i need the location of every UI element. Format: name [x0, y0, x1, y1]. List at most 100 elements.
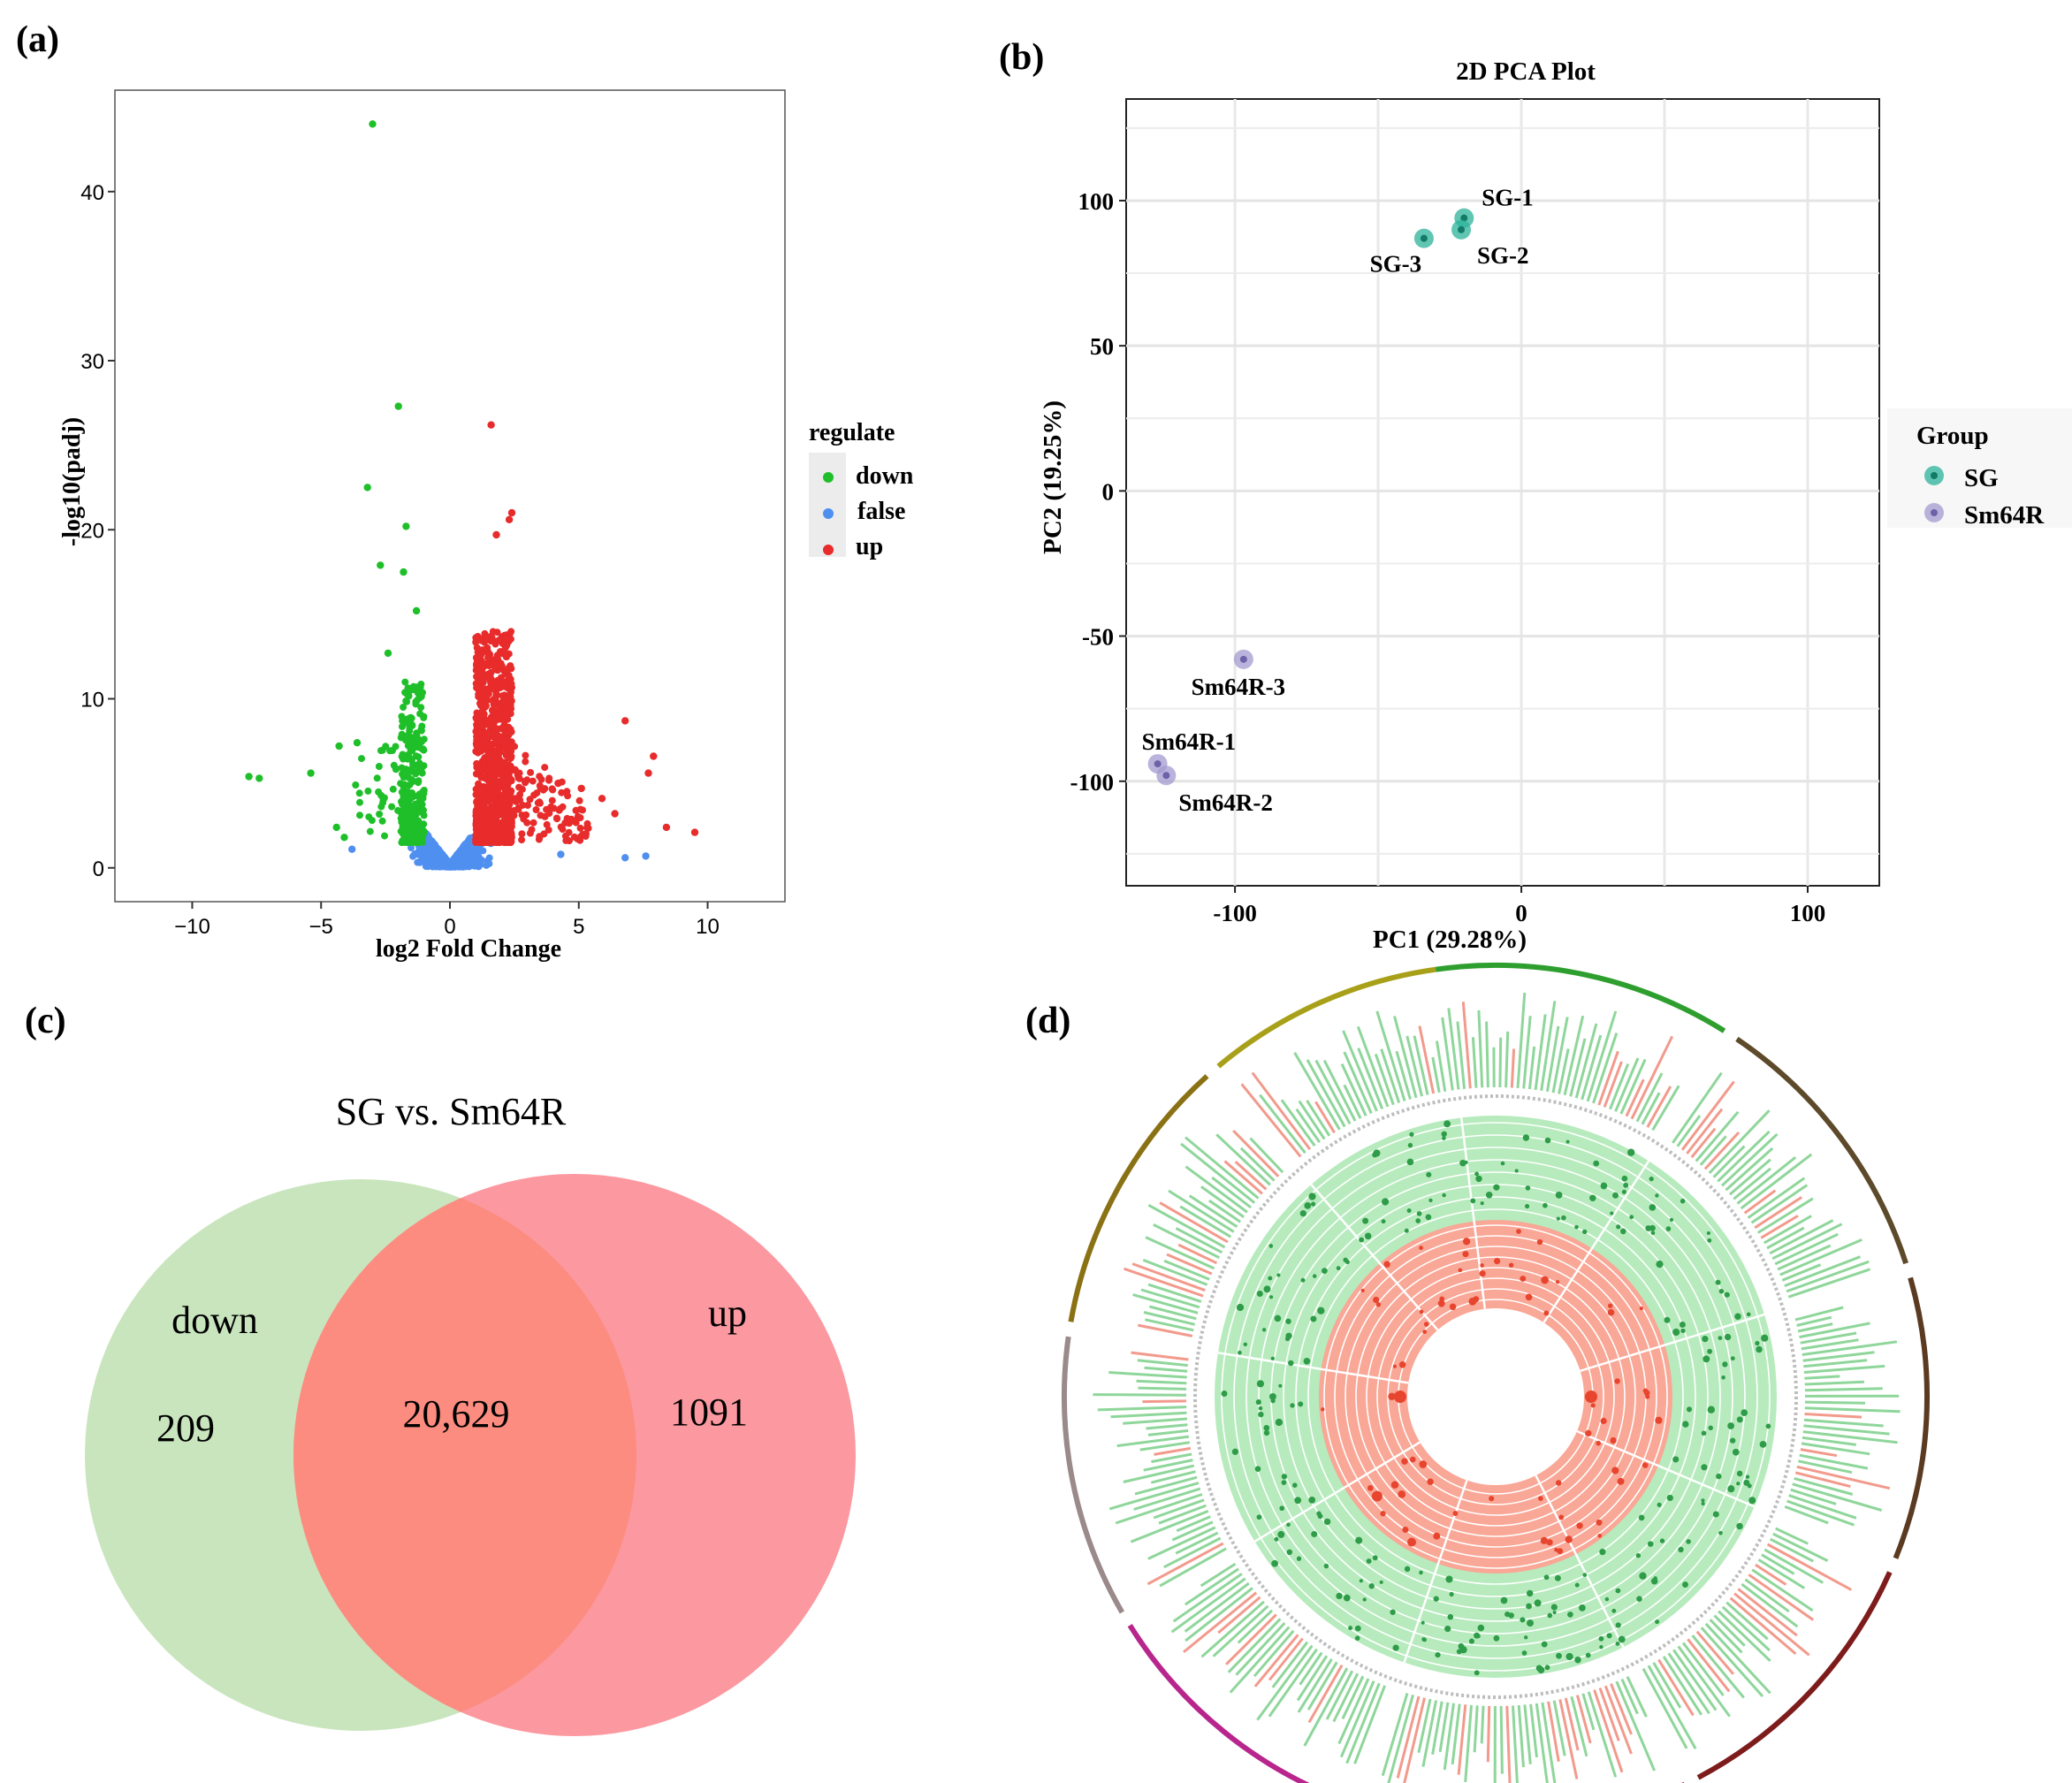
volcano-point-up: [505, 815, 513, 823]
circos-green-point: [1475, 1175, 1482, 1183]
circos-green-point: [1426, 1171, 1432, 1177]
circos-red-point: [1373, 1296, 1380, 1304]
volcano-point-down: [358, 755, 365, 763]
circos-green-point: [1359, 1237, 1365, 1243]
circos-green-point: [1390, 1609, 1396, 1615]
circos-green-point: [1355, 1536, 1363, 1544]
circos-heat-bar: [1306, 1661, 1338, 1711]
circos-heat-bar: [1695, 1630, 1735, 1675]
circos-green-point: [1765, 1423, 1771, 1429]
circos-green-point: [1474, 1632, 1481, 1639]
circos-heat-bar: [1306, 1059, 1346, 1128]
circos-chromosome-arc: [1435, 962, 1726, 1033]
pca-x-tick-label: -100: [1213, 900, 1257, 926]
volcano-y-label: -log10(padj): [58, 417, 86, 546]
volcano-point-up: [481, 660, 489, 667]
circos-spoke: [1459, 1117, 1487, 1309]
circos-heat-bar: [1652, 1662, 1682, 1709]
circos-heat-bar: [1293, 1052, 1341, 1131]
volcano-point-down: [389, 785, 397, 793]
circos-green-ring: [1295, 1196, 1696, 1597]
circos-green-point: [1655, 1193, 1659, 1198]
volcano-point-up: [545, 774, 553, 782]
circos-green-point: [1556, 1652, 1562, 1659]
circos-heat-bar: [1570, 1695, 1588, 1757]
circos-heat-bar: [1708, 1109, 1771, 1175]
circos-green-point: [1500, 1596, 1508, 1604]
volcano-point-down: [398, 752, 406, 760]
circos-green-point: [1354, 1635, 1360, 1641]
circos-heat-bar: [1418, 1025, 1436, 1094]
circos-heat-bar: [1438, 1702, 1450, 1753]
volcano-point-up: [522, 811, 530, 819]
circos-heat-bar: [1784, 1505, 1829, 1525]
circos-green-point: [1615, 1642, 1620, 1646]
circos-green-point: [1407, 1142, 1413, 1148]
pca-x-tick-label: 0: [1515, 900, 1527, 926]
volcano-point-down: [412, 811, 420, 819]
volcano-point-up: [484, 654, 491, 662]
circos-heat-bar: [1598, 1687, 1620, 1741]
circos-green-point: [1406, 1158, 1414, 1166]
circos-chromosome-arc: [1068, 1074, 1209, 1322]
circos-red-point: [1321, 1407, 1325, 1412]
circos-green-point: [1243, 1342, 1248, 1347]
volcano-x-tick-label: 0: [444, 915, 455, 939]
circos-heat-bar: [1651, 1085, 1680, 1132]
circos-green-point: [1474, 1670, 1480, 1676]
pca-x-tick-label: 100: [1790, 900, 1826, 926]
circos-heat-bar: [1159, 1201, 1229, 1244]
circos-heat-bar: [1179, 1205, 1232, 1238]
volcano-point-up: [522, 751, 529, 759]
volcano-point-up: [499, 679, 507, 687]
volcano-point-up: [518, 836, 526, 844]
venn-count-up: 1091: [670, 1391, 748, 1434]
volcano-point-up: [488, 795, 496, 803]
circos-chromosome-arc: [1216, 966, 1436, 1069]
circos-red-ring: [1366, 1267, 1626, 1527]
circos-red-point: [1576, 1522, 1583, 1529]
volcano-point-up: [507, 680, 515, 688]
circos-heat-bar: [1143, 1311, 1196, 1326]
volcano-point-down: [386, 747, 394, 755]
circos-green-point: [1544, 1665, 1550, 1671]
circos-green-point: [1422, 1637, 1427, 1642]
circos-green-point: [1672, 1328, 1680, 1337]
circos-heat-bar: [1774, 1232, 1839, 1266]
circos-heat-bar: [1356, 1025, 1390, 1108]
circos-green-point: [1274, 1314, 1282, 1322]
volcano-point-up: [472, 714, 480, 722]
volcano-point-up: [475, 808, 483, 815]
circos-green-point: [1615, 1588, 1621, 1594]
volcano-point-false: [479, 847, 487, 855]
circos-heat-bar: [1725, 1601, 1769, 1641]
circos-red-point: [1525, 1293, 1533, 1301]
circos-green-point: [1504, 1611, 1511, 1618]
volcano-point-up: [507, 775, 515, 783]
volcano-x-tick-label: 10: [696, 915, 720, 939]
circos-heat-bar: [1777, 1244, 1832, 1271]
volcano-point-up: [476, 784, 484, 792]
circos-heat-bar: [1172, 1573, 1243, 1623]
volcano-point-up: [536, 781, 544, 789]
circos-green-point: [1263, 1424, 1270, 1431]
circos-green-point: [1730, 1356, 1735, 1361]
volcano-point-up: [529, 819, 537, 827]
volcano-point-down: [369, 120, 377, 128]
volcano-point-down: [377, 803, 385, 811]
volcano-point-up: [558, 789, 566, 796]
circos-heat-bar: [1314, 1101, 1336, 1134]
volcano-point-up: [493, 808, 501, 816]
circos-heat-bar: [1717, 1130, 1771, 1183]
circos-heat-bar: [1154, 1446, 1192, 1456]
circos-green-point: [1317, 1513, 1323, 1520]
circos-heat-bar: [1229, 1626, 1291, 1694]
circos-heat-bar: [1357, 1048, 1384, 1109]
circos-heat-bar: [1144, 1366, 1188, 1373]
volcano-point-up: [611, 810, 619, 818]
volcano-point-down: [408, 734, 415, 742]
pca-point-label: SG-1: [1482, 185, 1534, 211]
volcano-point-down: [399, 823, 407, 831]
circos-heat-bar: [1306, 1100, 1331, 1137]
circos-heat-bar: [1804, 1406, 1901, 1413]
